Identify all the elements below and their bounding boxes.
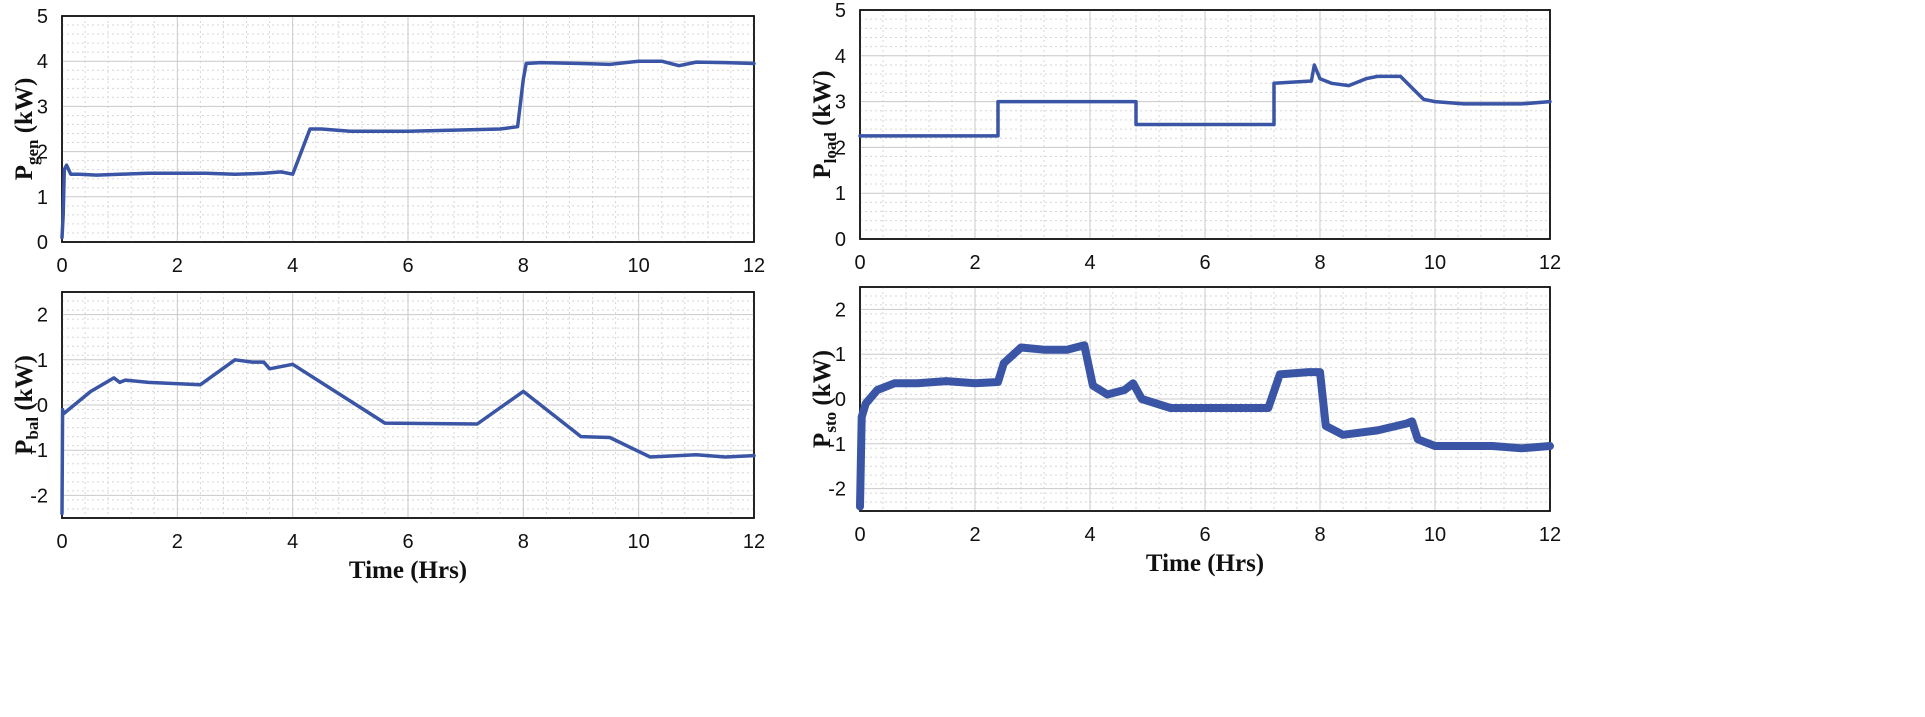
y-tick-label: 2 xyxy=(37,305,48,327)
x-tick-label: 8 xyxy=(518,255,529,277)
x-tick-label: 10 xyxy=(1424,252,1446,274)
x-tick-label: 6 xyxy=(402,531,413,553)
y-axis-label-main: P xyxy=(809,433,836,448)
y-tick-label: -2 xyxy=(828,479,846,501)
x-tick-label: 8 xyxy=(1314,252,1325,274)
x-tick-label: 2 xyxy=(172,255,183,277)
x-tick-label: 0 xyxy=(56,255,67,277)
y-axis-label: Pload (kW) xyxy=(809,70,840,178)
y-tick-label: 3 xyxy=(835,92,846,114)
x-tick-label: 8 xyxy=(1314,524,1325,546)
x-tick-label: 0 xyxy=(56,531,67,553)
y-tick-label: 1 xyxy=(37,187,48,209)
x-tick-label: 2 xyxy=(969,524,980,546)
series-line xyxy=(856,341,1554,511)
y-tick-label: 4 xyxy=(37,51,48,73)
y-axis-label-sub: load xyxy=(821,132,840,164)
x-tick-label: 12 xyxy=(743,255,765,277)
x-tick-label: 4 xyxy=(287,531,298,553)
x-axis-label: Time (Hrs) xyxy=(349,557,467,584)
y-axis-label-unit: (kW) xyxy=(809,70,836,132)
y-tick-label: 5 xyxy=(835,0,846,22)
y-axis-label-main: P xyxy=(809,163,836,178)
grid xyxy=(61,15,755,243)
x-tick-label: 0 xyxy=(854,252,865,274)
y-tick-label: -2 xyxy=(30,485,48,507)
y-axis-label-main: P xyxy=(11,440,38,455)
y-axis-label-unit: (kW) xyxy=(11,355,38,417)
y-tick-label: 5 xyxy=(37,6,48,28)
y-tick-label: 2 xyxy=(835,299,846,321)
grid xyxy=(859,9,1551,240)
x-tick-label: 12 xyxy=(1539,524,1561,546)
plot-frame xyxy=(859,9,1551,240)
x-tick-label: 4 xyxy=(1084,524,1095,546)
x-tick-label: 6 xyxy=(402,255,413,277)
y-tick-label: 1 xyxy=(37,350,48,372)
y-tick-label: 0 xyxy=(835,229,846,251)
x-tick-label: 6 xyxy=(1199,524,1210,546)
x-tick-label: 12 xyxy=(743,531,765,553)
x-tick-label: 10 xyxy=(628,531,650,553)
y-axis-label: Psto (kW) xyxy=(809,350,840,448)
x-tick-label: 4 xyxy=(1084,252,1095,274)
y-tick-label: 2 xyxy=(835,137,846,159)
series-line xyxy=(60,358,756,516)
x-tick-label: 8 xyxy=(518,531,529,553)
plot-frame xyxy=(859,286,1551,512)
y-axis-label: Pgen (kW) xyxy=(11,78,42,181)
y-tick-label: -1 xyxy=(828,434,846,456)
series-line xyxy=(858,63,1552,138)
y-axis-label-sub: sto xyxy=(821,412,840,433)
x-tick-label: 6 xyxy=(1199,252,1210,274)
y-axis-label-main: P xyxy=(11,165,38,180)
plot-frame xyxy=(61,15,755,243)
x-tick-label: 4 xyxy=(287,255,298,277)
y-tick-label: 0 xyxy=(37,395,48,417)
x-axis-label: Time (Hrs) xyxy=(1146,550,1264,577)
y-tick-label: 0 xyxy=(835,389,846,411)
grid xyxy=(859,287,1551,511)
y-axis-label-sub: gen xyxy=(23,139,42,165)
series-line xyxy=(60,59,756,240)
x-tick-label: 2 xyxy=(969,252,980,274)
x-tick-label: 10 xyxy=(628,255,650,277)
x-tick-label: 12 xyxy=(1539,252,1561,274)
y-tick-label: 1 xyxy=(835,183,846,205)
y-axis-label-sub: bal xyxy=(23,417,42,440)
x-tick-label: 2 xyxy=(172,531,183,553)
y-tick-label: 0 xyxy=(37,232,48,254)
plot-frame xyxy=(61,291,755,519)
x-tick-label: 0 xyxy=(854,524,865,546)
y-tick-label: 1 xyxy=(835,344,846,366)
y-tick-label: 4 xyxy=(835,46,846,68)
y-tick-label: 2 xyxy=(37,142,48,164)
y-tick-label: -1 xyxy=(30,440,48,462)
x-tick-label: 10 xyxy=(1424,524,1446,546)
y-axis-label: Pbal (kW) xyxy=(11,355,42,455)
y-tick-label: 3 xyxy=(37,96,48,118)
y-axis-label-unit: (kW) xyxy=(809,350,836,412)
y-axis-label-unit: (kW) xyxy=(11,78,38,140)
